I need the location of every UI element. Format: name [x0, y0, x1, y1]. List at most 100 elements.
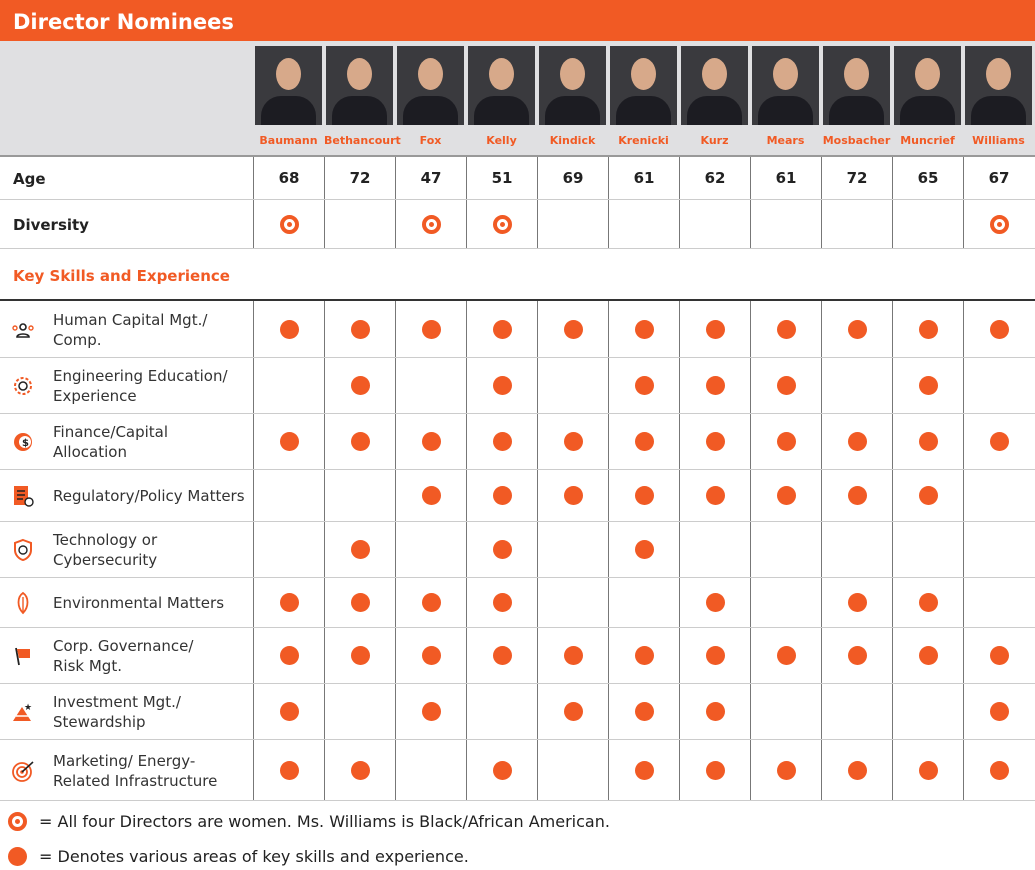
- skill-dot-icon: [563, 319, 583, 339]
- skill-dot-icon: [918, 486, 938, 505]
- skill-dot-icon: [776, 646, 796, 665]
- skill-row: Regulatory/Policy Matters: [0, 470, 1035, 522]
- skill-cell: [821, 628, 892, 683]
- diversity-label: Diversity: [13, 216, 89, 234]
- legend-skills-text: = Denotes various areas of key skills an…: [39, 847, 469, 866]
- skill-cell: [963, 522, 1034, 577]
- diversity-ring-icon: [8, 812, 27, 831]
- skill-cell: [892, 414, 963, 469]
- age-cell: 72: [324, 157, 395, 199]
- skill-row: Corp. Governance/ Risk Mgt.: [0, 628, 1035, 684]
- skill-dot-icon: [492, 319, 512, 339]
- diversity-cell: [395, 200, 466, 248]
- skill-cell: [466, 358, 537, 413]
- skill-dot-icon: [279, 593, 299, 612]
- skill-dot-icon: [634, 486, 654, 505]
- skill-cell: [821, 684, 892, 739]
- skill-dot-icon: [279, 760, 299, 780]
- skill-dot-icon: [563, 702, 583, 721]
- skill-cell: [892, 578, 963, 627]
- skill-cell: [537, 578, 608, 627]
- skill-dot-icon: [776, 760, 796, 780]
- skill-cell: [892, 301, 963, 357]
- skill-cell: [395, 740, 466, 800]
- skill-dot-icon: [847, 486, 867, 505]
- age-cell: 51: [466, 157, 537, 199]
- skill-dot-icon: [492, 432, 512, 451]
- skill-cell: [395, 522, 466, 577]
- skill-cell: [963, 684, 1034, 739]
- legend-diversity: = All four Directors are women. Ms. Will…: [8, 812, 610, 831]
- skill-dot-icon: [563, 646, 583, 665]
- skill-cell: [324, 470, 395, 521]
- skill-cell: [466, 628, 537, 683]
- skill-cell: [608, 628, 679, 683]
- skill-dot-icon: [705, 319, 725, 339]
- director-header-band: Baumann Bethancourt Fox Kelly Kindick Kr…: [0, 41, 1035, 157]
- diversity-ring-icon: [492, 214, 512, 234]
- age-cell: 61: [750, 157, 821, 199]
- diversity-cell: [608, 200, 679, 248]
- skill-dot-icon: [705, 760, 725, 780]
- skill-cell: [963, 470, 1034, 521]
- skill-dot-icon: [705, 376, 725, 395]
- skill-cell: [466, 470, 537, 521]
- skill-cell: [253, 358, 324, 413]
- skill-label: Environmental Matters: [53, 594, 225, 612]
- age-cell: 68: [253, 157, 324, 199]
- skill-cell: [963, 740, 1034, 800]
- director-photo: [894, 46, 961, 125]
- skill-cell: [324, 414, 395, 469]
- skill-dot-icon: [634, 432, 654, 451]
- director-name: Krenicki: [618, 134, 669, 147]
- skill-cell: [750, 522, 821, 577]
- skill-dot-icon: [350, 593, 370, 612]
- skill-cell: [395, 358, 466, 413]
- legend-skills: = Denotes various areas of key skills an…: [8, 847, 469, 866]
- skill-cell: [679, 684, 750, 739]
- director-photo: [539, 46, 606, 125]
- skill-cell: [892, 358, 963, 413]
- skill-cell: [750, 414, 821, 469]
- skill-cell: [537, 522, 608, 577]
- legend-diversity-text: = All four Directors are women. Ms. Will…: [39, 812, 610, 831]
- skill-dot-icon: [634, 646, 654, 665]
- skill-cell: [963, 578, 1034, 627]
- skill-dot-icon: [350, 540, 370, 559]
- skill-dot-icon: [421, 646, 441, 665]
- skill-cell: [608, 301, 679, 357]
- skill-dot-icon: [989, 646, 1009, 665]
- skill-cell: [253, 470, 324, 521]
- age-cell: 62: [679, 157, 750, 199]
- skill-dot-icon: [989, 432, 1009, 451]
- skill-cell: [608, 578, 679, 627]
- skill-cell: [253, 522, 324, 577]
- dollar-coin-icon: $: [14, 433, 32, 451]
- skill-cell: [750, 628, 821, 683]
- people-icon: [12, 322, 34, 338]
- skill-dot-icon: [705, 432, 725, 451]
- skill-cell: [395, 470, 466, 521]
- skill-label: Regulatory/Policy Matters: [53, 487, 245, 505]
- skill-dot-icon: [705, 702, 725, 721]
- target-arrow-icon: [12, 760, 34, 782]
- skill-row: Marketing/ Energy- Related Infrastructur…: [0, 740, 1035, 801]
- skill-dot-icon: [918, 593, 938, 612]
- skill-cell: [608, 358, 679, 413]
- skills-heading-row: Key Skills and Experience: [0, 249, 1035, 301]
- skill-cell: [963, 628, 1034, 683]
- director-photo: [752, 46, 819, 125]
- skill-dot-icon: [492, 540, 512, 559]
- skill-cell: [537, 470, 608, 521]
- skill-cell: [750, 470, 821, 521]
- diversity-ring-icon: [989, 214, 1009, 234]
- pyramid-star-icon: ★: [13, 703, 32, 721]
- skill-dot-icon: [279, 432, 299, 451]
- skill-dot-icon: [847, 432, 867, 451]
- skill-cell: [324, 740, 395, 800]
- diversity-cell: [253, 200, 324, 248]
- skill-cell: [750, 358, 821, 413]
- skill-cell: [892, 470, 963, 521]
- skill-dot-icon: [279, 702, 299, 721]
- skill-label: Marketing/ Energy- Related Infrastructur…: [53, 751, 218, 790]
